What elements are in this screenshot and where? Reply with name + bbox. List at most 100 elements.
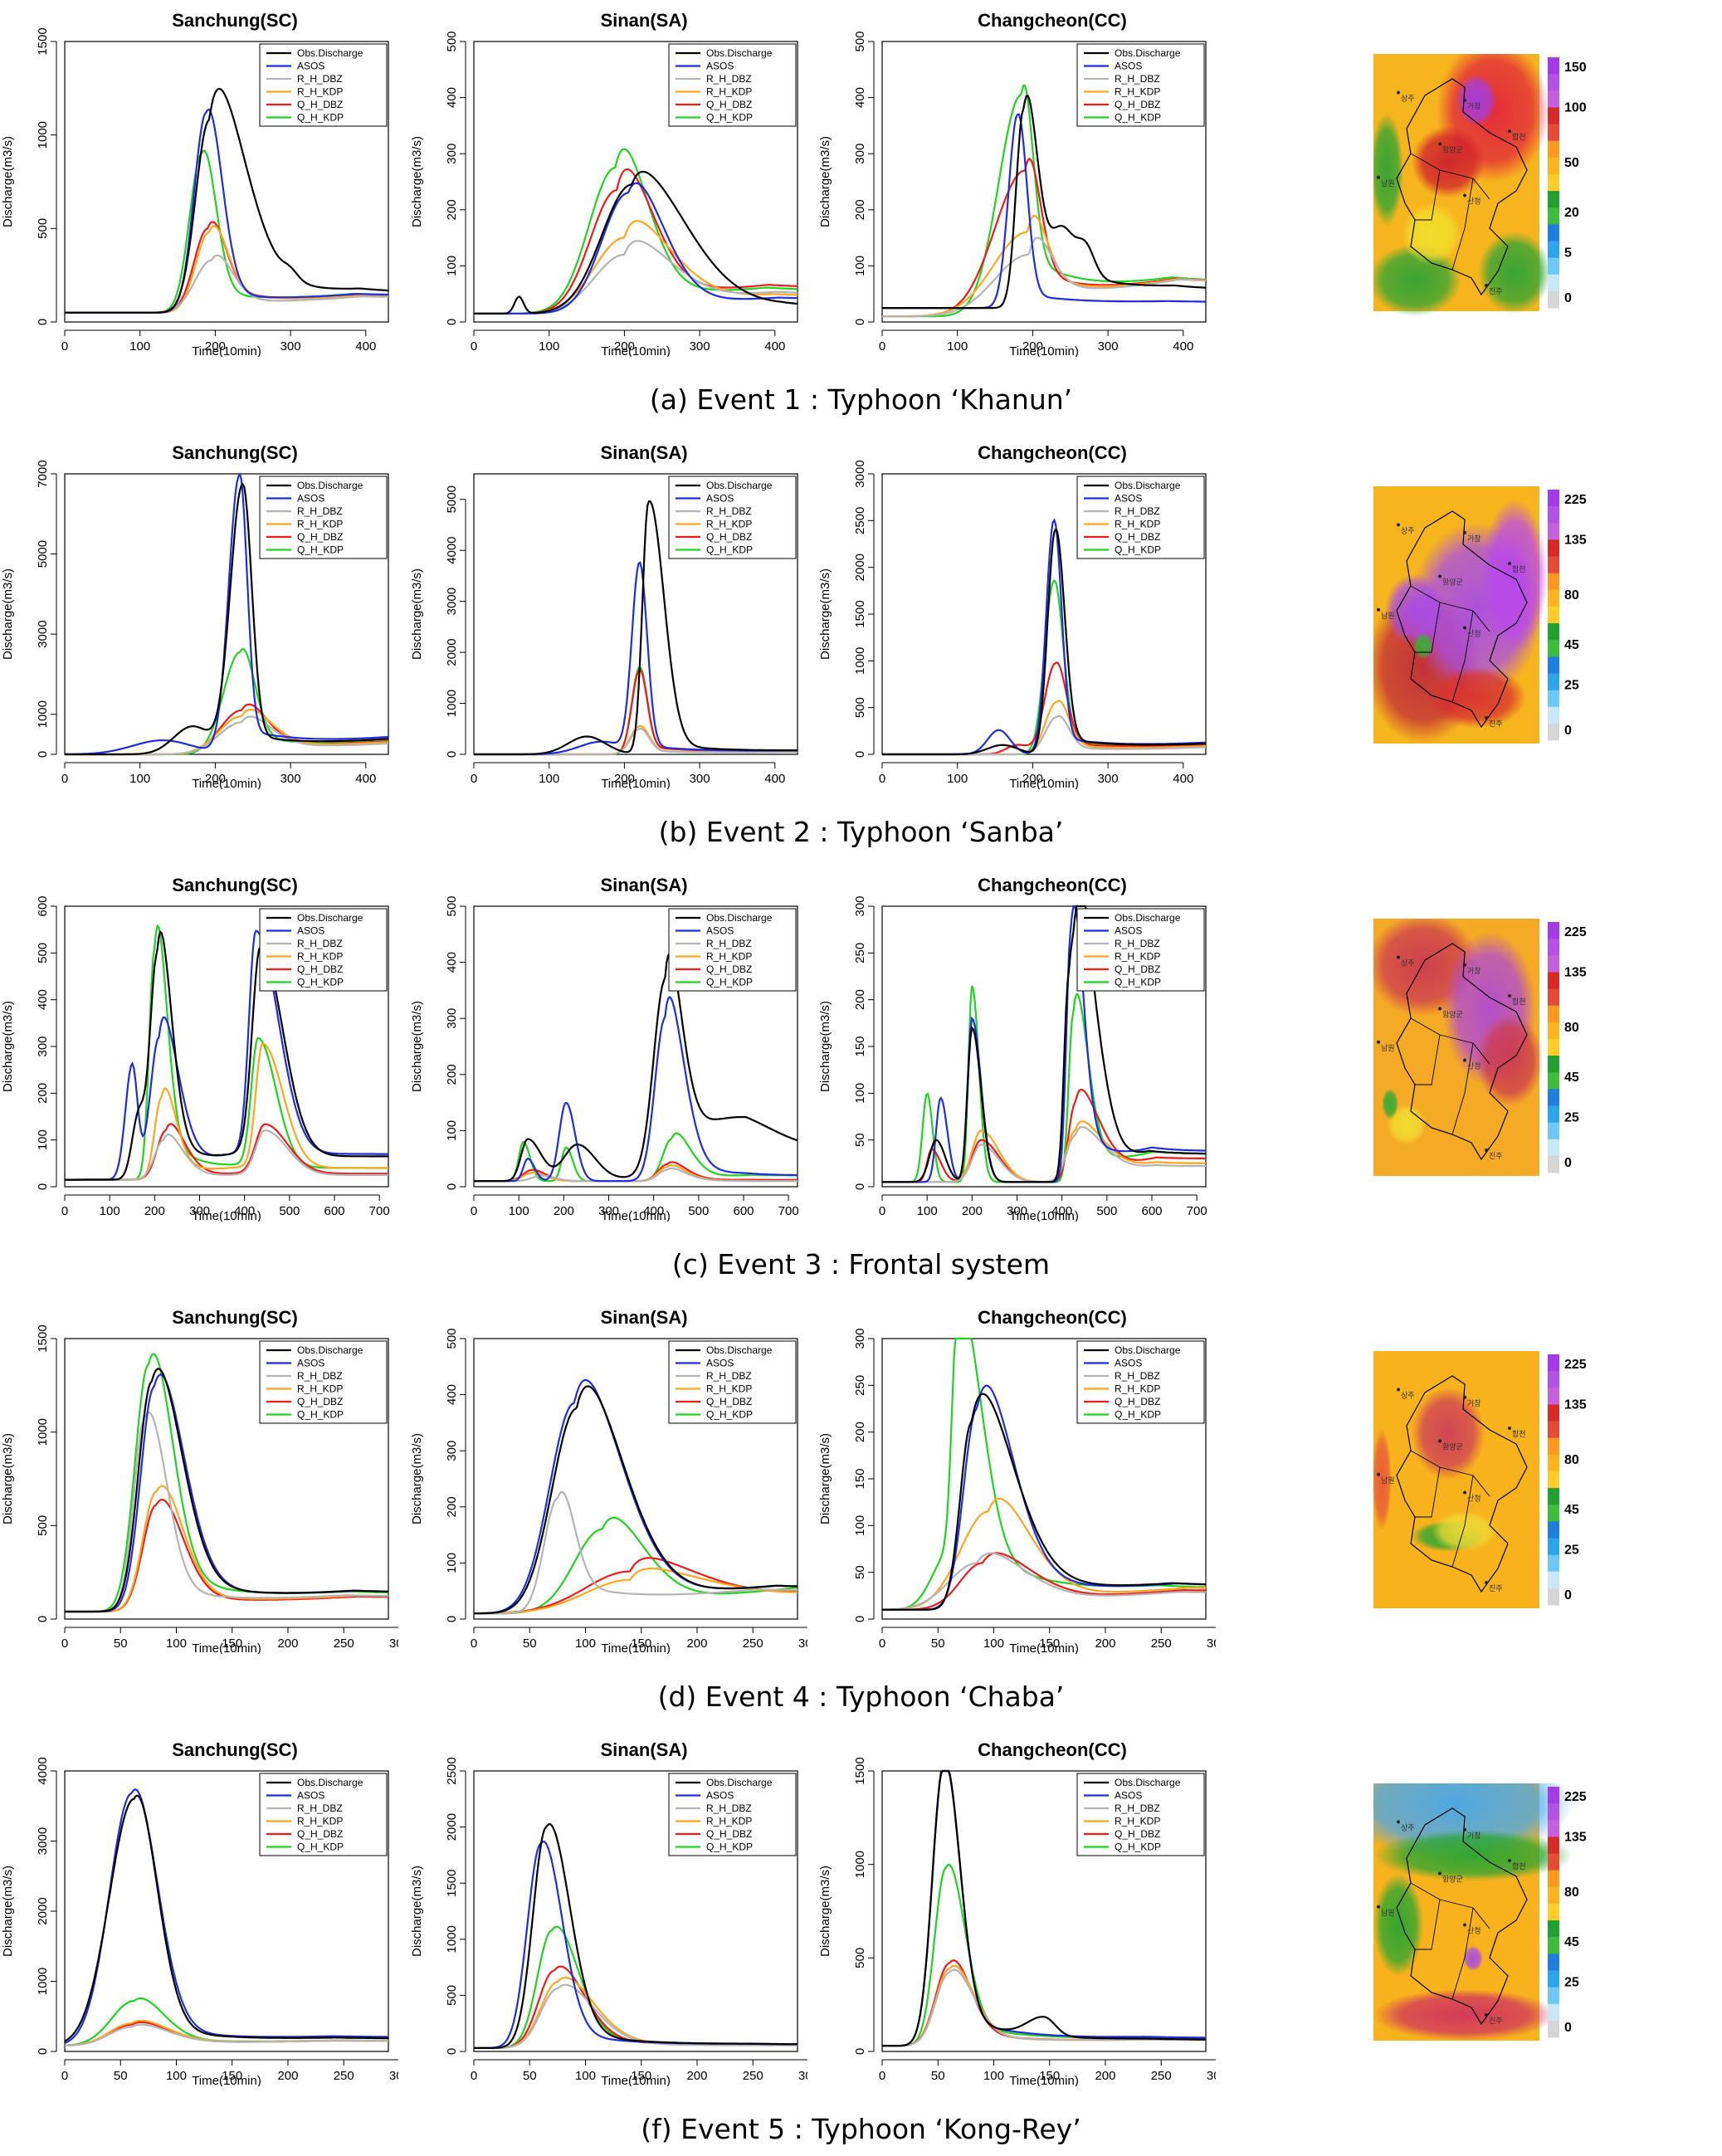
y-tick-label: 0 [853, 319, 867, 325]
y-tick-label: 300 [445, 144, 459, 164]
town-label: 합천 [1512, 1430, 1526, 1438]
town-marker [1397, 1388, 1400, 1392]
legend-label: Obs.Discharge [1115, 47, 1181, 59]
scale-swatch [1548, 1404, 1559, 1422]
sub-basin-boundary [1410, 153, 1490, 271]
scale-swatch [1548, 1488, 1559, 1505]
x-tick-label: 400 [764, 339, 785, 354]
x-tick-label: 400 [355, 339, 376, 354]
scale-swatch [1548, 1837, 1559, 1855]
legend-label: ASOS [297, 493, 324, 505]
plot-frame [64, 1338, 389, 1620]
series-line [474, 1167, 798, 1183]
y-tick-label: 100 [853, 1515, 867, 1536]
legend-label: R_H_DBZ [706, 1370, 752, 1382]
scale-label: 100 [1564, 100, 1587, 115]
plot-frame [473, 1770, 798, 2052]
y-tick-label: 50 [853, 1565, 867, 1579]
x-tick-label: 200 [1022, 772, 1043, 786]
legend-label: Q_H_DBZ [706, 1396, 752, 1407]
plot-frame [881, 1770, 1207, 2052]
town-label: 합천 [1512, 1862, 1526, 1871]
legend-box [1076, 476, 1205, 559]
legend-label: Obs.Discharge [1115, 480, 1181, 491]
scale-swatch [1548, 2020, 1559, 2038]
legend-label: Q_H_KDP [297, 112, 344, 124]
scale-label: 25 [1564, 1111, 1579, 1125]
chart-title: Changcheon(CC) [978, 10, 1127, 31]
town-marker [1377, 1472, 1380, 1476]
x-axis-label: Time(10min) [601, 344, 671, 357]
x-tick-label: 300 [1207, 1637, 1216, 1651]
legend-label: R_H_DBZ [1115, 73, 1160, 85]
town-label: 함양군 [1442, 578, 1463, 587]
y-tick-label: 0 [36, 751, 50, 758]
scale-swatch [1548, 191, 1559, 208]
y-tick-label: 250 [853, 1375, 867, 1396]
town-label: 진주 [1489, 287, 1503, 295]
basin-boundary [1396, 1807, 1528, 2026]
y-tick-label: 500 [36, 218, 50, 239]
x-tick-label: 700 [778, 1204, 799, 1218]
scale-swatch [1548, 539, 1559, 558]
y-tick-label: 200 [853, 989, 867, 1010]
legend-label: Q_H_KDP [297, 1409, 344, 1421]
x-tick-label: 0 [61, 772, 68, 786]
event-caption: (d) Event 4 : Typhoon ‘Chaba’ [657, 1680, 1065, 1713]
rainfall-region [1373, 1829, 1573, 1881]
x-tick-label: 50 [523, 2069, 537, 2083]
y-tick-label: 300 [445, 1008, 459, 1029]
y-tick-label: 1500 [445, 1870, 459, 1897]
x-tick-label: 0 [61, 1637, 68, 1651]
series-line [882, 84, 1207, 318]
town-marker [1463, 193, 1466, 198]
plot-frame [473, 1338, 798, 1620]
plot-frame [881, 473, 1207, 755]
town-marker [1485, 1149, 1488, 1152]
scale-swatch [1548, 1072, 1559, 1090]
legend-label: R_H_KDP [1115, 1816, 1160, 1827]
chart-title: Sanchung(SC) [172, 442, 298, 463]
x-tick-label: 200 [277, 1637, 298, 1651]
legend-label: R_H_DBZ [706, 505, 752, 517]
scale-swatch [1548, 1421, 1559, 1439]
legend-label: R_H_KDP [706, 951, 752, 963]
scale-swatch [1548, 955, 1559, 973]
hydrograph-chart: Sanchung(SC) 0 100 200 300 400 0 1000 3000 5000 70… [1, 442, 389, 789]
y-axis-label: Discharge(m3/s) [1, 1433, 15, 1524]
legend-label: R_H_DBZ [1115, 505, 1160, 517]
x-tick-label: 200 [1022, 339, 1043, 354]
legend-label: ASOS [297, 925, 324, 937]
scale-swatch [1548, 1937, 1559, 1954]
town-marker [1508, 562, 1511, 565]
x-tick-label: 50 [114, 2069, 128, 2083]
x-tick-label: 400 [1173, 772, 1193, 786]
x-tick-label: 100 [166, 1637, 187, 1651]
x-axis-label: Time(10min) [1009, 1641, 1079, 1654]
legend-label: Obs.Discharge [1115, 1344, 1181, 1356]
legend-label: Q_H_KDP [297, 977, 344, 988]
legend-label: ASOS [706, 1358, 734, 1369]
series-line [882, 157, 1207, 318]
scale-swatch [1548, 922, 1559, 939]
scale-swatch [1548, 656, 1559, 674]
scale-swatch [1548, 573, 1559, 591]
scale-swatch [1548, 241, 1559, 259]
series-line [882, 905, 1206, 1183]
y-tick-label: 200 [445, 1064, 459, 1085]
legend-label: Obs.Discharge [706, 912, 773, 924]
scale-label: 0 [1564, 291, 1572, 305]
legend-label: R_H_DBZ [706, 1802, 752, 1814]
scale-swatch [1548, 1354, 1559, 1372]
scale-label: 25 [1564, 679, 1579, 693]
y-tick-label: 3000 [36, 1827, 50, 1855]
scale-label: 0 [1564, 1156, 1572, 1170]
sub-basin-boundary [1410, 1450, 1490, 1568]
town-marker [1508, 1427, 1511, 1430]
series-line [474, 1490, 798, 1615]
y-tick-label: 500 [36, 1515, 50, 1536]
town-label: 합천 [1512, 565, 1526, 573]
scale-swatch [1548, 173, 1559, 192]
series-line [474, 995, 798, 1183]
